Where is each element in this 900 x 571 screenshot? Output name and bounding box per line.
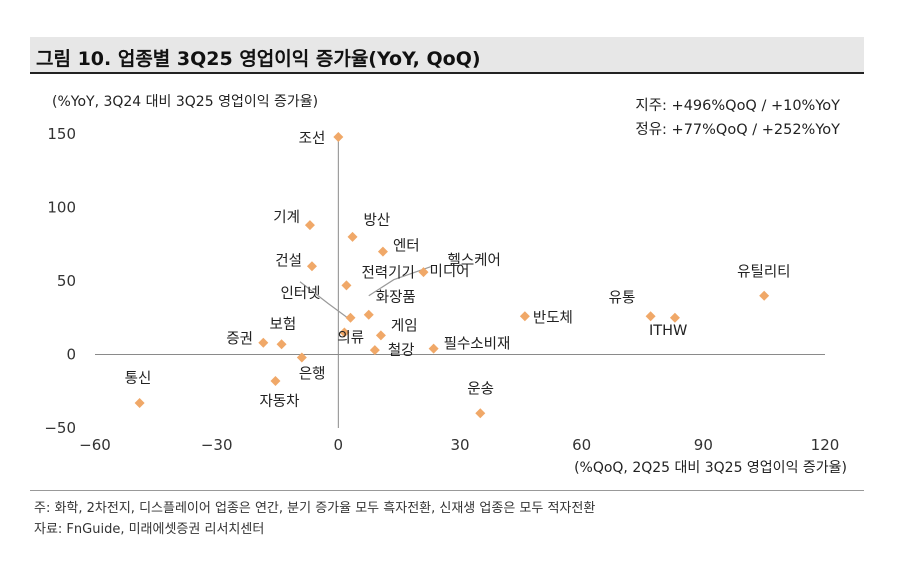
title-underline [30, 72, 864, 74]
annotation-refining: 정유: +77%QoQ / +252%YoY [635, 121, 840, 138]
figure-title-bar: 그림 10. 업종별 3Q25 영업이익 증가율(YoY, QoQ) [30, 37, 864, 74]
data-point [759, 290, 770, 301]
y-tick-label: −50 [44, 419, 76, 437]
x-tick-label: 0 [334, 436, 344, 454]
point-label: 의류 [337, 329, 364, 346]
point-label: 유틸리티 [737, 264, 790, 281]
data-point [333, 131, 344, 142]
point-label: 조선 [299, 130, 326, 147]
point-label: ITHW [649, 323, 687, 339]
data-point [347, 231, 358, 242]
point-label: 은행 [299, 365, 326, 382]
x-tick-label: 30 [450, 436, 469, 454]
x-tick-label: −60 [79, 436, 111, 454]
point-label: 철강 [388, 342, 415, 359]
y-tick-label: 0 [66, 346, 76, 364]
data-point [645, 311, 656, 322]
data-point [363, 309, 374, 320]
x-tick-label: −30 [201, 436, 233, 454]
point-label: 운송 [467, 380, 494, 397]
data-point [304, 220, 315, 231]
data-point [270, 375, 281, 386]
point-label: 기계 [273, 209, 300, 226]
data-point [377, 246, 388, 257]
data-point [306, 261, 317, 272]
point-label: 화장품 [376, 289, 416, 306]
point-label: 미디어 [430, 263, 470, 280]
data-point [341, 280, 352, 291]
data-point [428, 343, 439, 354]
point-label: 인터넷 [280, 285, 320, 302]
point-label: 게임 [391, 317, 418, 334]
y-tick-label: 100 [47, 199, 76, 217]
point-label: 통신 [125, 370, 152, 387]
footer-divider [30, 490, 864, 491]
data-point [375, 330, 386, 341]
point-label: 필수소비재 [444, 336, 511, 353]
data-point [134, 398, 145, 409]
data-point [276, 339, 287, 350]
y-tick-label: 150 [47, 125, 76, 143]
point-label: 반도체 [533, 309, 573, 326]
data-point [345, 312, 356, 323]
y-tick-label: 50 [57, 272, 76, 290]
y-axis-caption: (%YoY, 3Q24 대비 3Q25 영업이익 증가율) [52, 94, 318, 110]
data-point [339, 327, 350, 338]
point-label: 자동차 [259, 393, 299, 410]
annotation-holding: 지주: +496%QoQ / +10%YoY [635, 97, 840, 114]
data-point [258, 337, 269, 348]
x-tick-label: 60 [572, 436, 591, 454]
point-label: 보험 [270, 316, 297, 333]
leader-line-healthcare [368, 266, 431, 297]
figure-title: 그림 10. 업종별 3Q25 영업이익 증가율(YoY, QoQ) [36, 48, 481, 70]
chart-axes [95, 134, 825, 428]
point-label: 엔터 [393, 238, 420, 255]
x-tick-label: 90 [694, 436, 713, 454]
point-label: 증권 [226, 331, 253, 348]
point-label: 유통 [609, 290, 636, 306]
data-point [519, 311, 530, 322]
point-label: 건설 [275, 252, 302, 269]
data-point [418, 267, 429, 278]
point-label: 방산 [364, 212, 391, 229]
x-axis-caption: (%QoQ, 2Q25 대비 3Q25 영업이익 증가율) [574, 460, 847, 476]
source-note: 자료: FnGuide, 미래에셋증권 리서치센터 [34, 522, 265, 537]
leader-line-internet [299, 281, 348, 319]
footnote: 주: 화학, 2차전지, 디스플레이어 업종은 연간, 분기 증가율 모두 흑자… [34, 501, 596, 516]
data-point [296, 352, 307, 363]
point-label: 전력기기 [361, 264, 414, 281]
data-point [669, 312, 680, 323]
data-point [475, 408, 486, 419]
data-point [369, 345, 380, 356]
point-label: 헬스케어 [448, 252, 501, 269]
x-tick-label: 120 [811, 436, 840, 454]
